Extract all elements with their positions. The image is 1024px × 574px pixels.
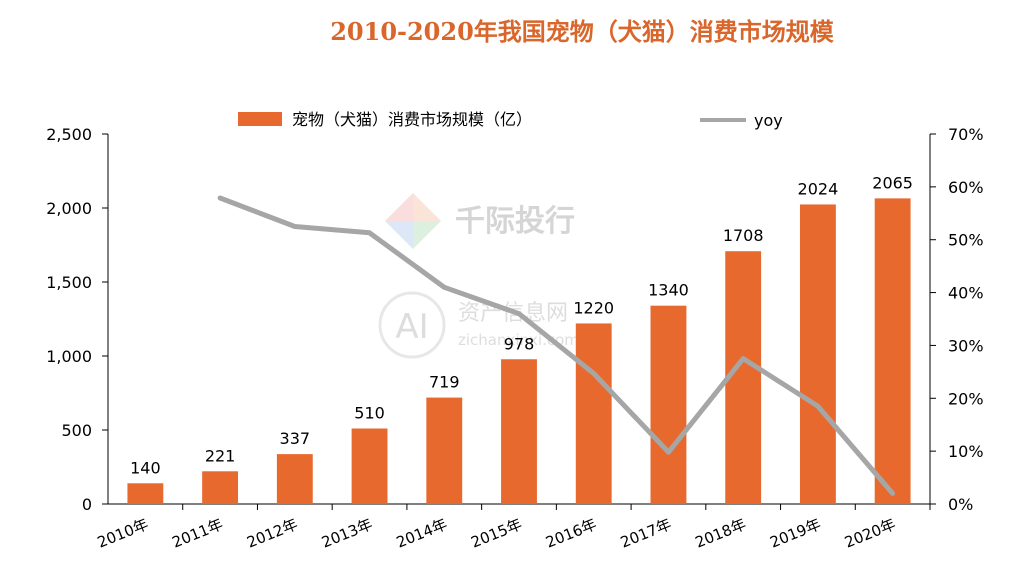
bar xyxy=(276,454,313,504)
bar-data-label: 719 xyxy=(429,373,460,392)
bar xyxy=(351,428,388,504)
x-tick-label: 2019年 xyxy=(767,515,823,552)
watermark-ai-icon xyxy=(378,291,446,359)
y-tick-label-right: 10% xyxy=(948,442,984,461)
plot-area: 0 500 1,000 1,500 2,000 2,500 0% 10% 20% 30% 40% 50… xyxy=(46,125,983,552)
yoy-point xyxy=(368,231,372,235)
y-tick-label-left: 1,500 xyxy=(46,273,92,292)
bar-data-label: 978 xyxy=(504,334,535,353)
bar xyxy=(799,204,836,504)
y-tick-label-right: 0% xyxy=(948,495,973,514)
bar xyxy=(426,397,463,504)
bar-data-label: 1708 xyxy=(723,226,764,245)
watermark-brand1: 千际投行 xyxy=(455,204,575,239)
bar xyxy=(202,471,239,504)
watermark-logo-icon xyxy=(385,193,441,249)
y-tick-label-right: 20% xyxy=(948,389,984,408)
legend-swatch-bar xyxy=(238,112,282,126)
bar-data-label: 2065 xyxy=(872,173,913,192)
yoy-point xyxy=(442,285,446,289)
bar-data-label: 1340 xyxy=(648,281,689,300)
x-tick-label: 2015年 xyxy=(468,515,524,552)
bar-data-label: 510 xyxy=(354,404,385,423)
y-tick-label-left: 0 xyxy=(82,495,92,514)
bar xyxy=(501,359,537,504)
y-tick-label-right: 30% xyxy=(948,336,984,355)
legend: 宠物（犬猫）消费市场规模（亿） yoy xyxy=(238,110,783,130)
yoy-point xyxy=(741,357,745,361)
x-tick-label: 2014年 xyxy=(394,515,450,552)
x-tick-label: 2012年 xyxy=(244,515,300,552)
x-tick-label: 2017年 xyxy=(618,515,674,552)
yoy-point xyxy=(517,312,521,316)
chart-title: 2010-2020年我国宠物（犬猫）消费市场规模 xyxy=(330,17,835,46)
yoy-point xyxy=(592,371,596,375)
y-tick-label-left: 2,000 xyxy=(46,199,92,218)
bar xyxy=(575,323,612,504)
bar-data-label: 337 xyxy=(280,429,311,448)
bar xyxy=(874,198,911,504)
legend-label-bar: 宠物（犬猫）消费市场规模（亿） xyxy=(292,110,532,129)
y-tick-label-left: 1,000 xyxy=(46,347,92,366)
y-tick-label-left: 500 xyxy=(61,421,92,440)
yoy-point xyxy=(666,450,670,454)
series-line-yoy xyxy=(217,195,896,496)
x-tick-label: 2018年 xyxy=(693,515,749,552)
yoy-point xyxy=(293,225,297,228)
bar-data-label: 2024 xyxy=(798,179,839,198)
y-tick-label-right: 60% xyxy=(948,178,984,197)
x-tick-label: 2016年 xyxy=(543,515,599,552)
yoy-point xyxy=(218,196,222,200)
bar-data-label: 1220 xyxy=(573,298,614,317)
x-tick-label: 2020年 xyxy=(842,515,898,552)
bar xyxy=(127,483,164,504)
bar-data-label: 221 xyxy=(205,446,236,465)
y-tick-label-left: 2,500 xyxy=(46,125,92,144)
y-tick-label-right: 50% xyxy=(948,231,984,250)
x-tick-label: 2013年 xyxy=(319,515,375,552)
yoy-point xyxy=(891,491,895,495)
y-tick-label-right: 70% xyxy=(948,125,984,144)
bar-data-label: 140 xyxy=(130,458,161,477)
legend-label-line: yoy xyxy=(754,111,783,130)
watermark: 千际投行 AI 资产信息网 zichanxinxi.com xyxy=(378,193,579,359)
yoy-point xyxy=(816,404,820,408)
x-tick-label: 2010年 xyxy=(95,515,151,552)
watermark-logo-text: AI xyxy=(395,307,428,347)
x-tick-label: 2011年 xyxy=(170,515,226,552)
bar xyxy=(650,305,687,504)
y-tick-label-right: 40% xyxy=(948,284,984,303)
